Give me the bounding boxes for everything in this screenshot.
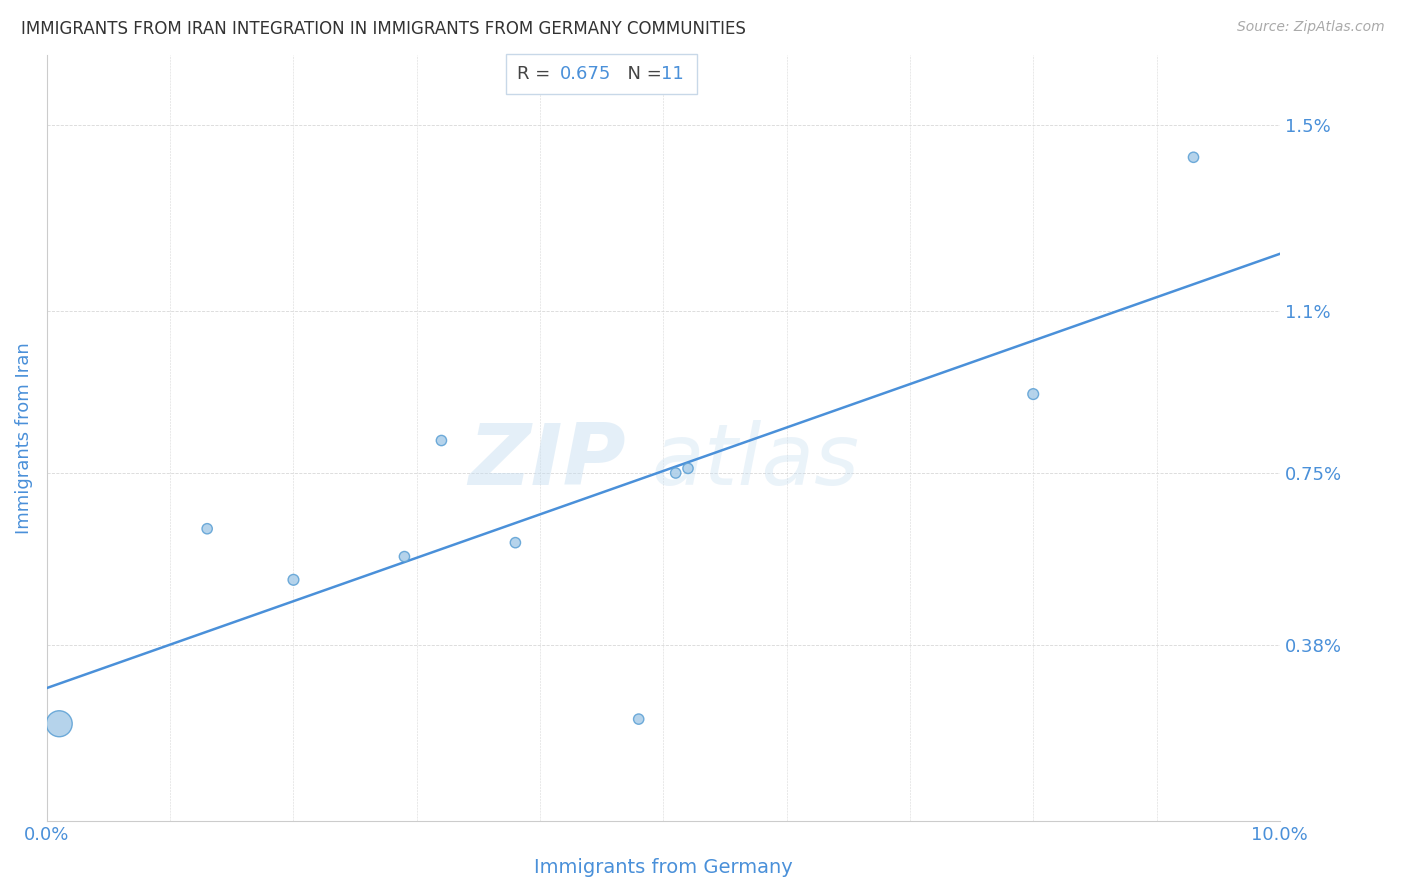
Y-axis label: Immigrants from Iran: Immigrants from Iran (15, 343, 32, 534)
Text: 0.675: 0.675 (560, 65, 612, 83)
Point (283, 573, 305, 587)
Text: R =: R = (517, 65, 557, 83)
Point (505, 535, 527, 549)
Text: Source: ZipAtlas.com: Source: ZipAtlas.com (1237, 20, 1385, 34)
Text: 11: 11 (661, 65, 683, 83)
Point (48, 716, 70, 731)
Point (430, 434, 453, 448)
Point (1022, 387, 1045, 401)
Point (1182, 150, 1205, 164)
Text: IMMIGRANTS FROM IRAN INTEGRATION IN IMMIGRANTS FROM GERMANY COMMUNITIES: IMMIGRANTS FROM IRAN INTEGRATION IN IMMI… (21, 20, 747, 37)
Text: atlas: atlas (651, 419, 859, 503)
Point (627, 712, 650, 726)
Text: N =: N = (616, 65, 668, 83)
X-axis label: Immigrants from Germany: Immigrants from Germany (534, 858, 793, 877)
Point (394, 549, 416, 564)
Point (676, 461, 699, 475)
Text: ZIP: ZIP (468, 419, 626, 503)
Point (665, 466, 688, 480)
Point (195, 522, 218, 536)
